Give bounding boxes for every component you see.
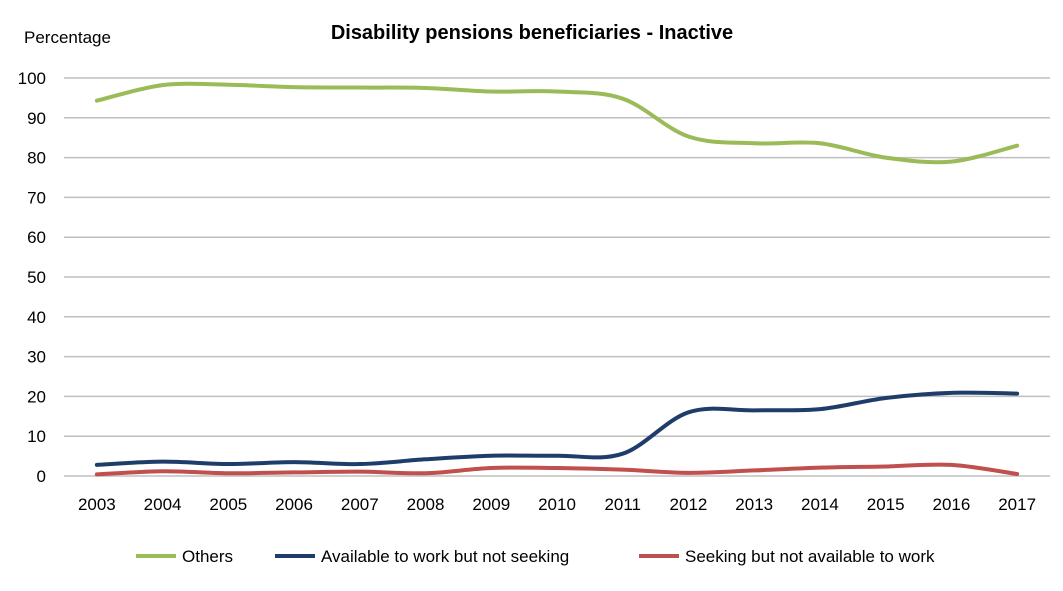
x-tick-label: 2004	[144, 495, 182, 514]
series-lines	[94, 81, 1020, 477]
series-line-2	[94, 462, 1020, 477]
y-tick-label: 50	[27, 268, 46, 287]
y-axis-label: Percentage	[24, 28, 111, 47]
x-tick-label: 2003	[78, 495, 116, 514]
x-tick-label: 2012	[670, 495, 708, 514]
x-tick-label: 2010	[538, 495, 576, 514]
y-tick-label: 30	[27, 348, 46, 367]
x-tick-label: 2006	[275, 495, 313, 514]
series-line-0	[94, 81, 1020, 165]
x-tick-label: 2014	[801, 495, 839, 514]
y-tick-label: 10	[27, 427, 46, 446]
x-tick-label: 2007	[341, 495, 379, 514]
x-tick-label: 2016	[932, 495, 970, 514]
x-tick-labels: 2003 2004 2005 2006 2007 2008 2009 2010 2011 2012…	[78, 495, 1036, 514]
y-tick-labels: 0 10 20 30 40 50 60 70 80 90 100	[18, 69, 46, 486]
x-tick-label: 2015	[867, 495, 905, 514]
y-tick-label: 20	[27, 387, 46, 406]
x-tick-label: 2011	[604, 495, 641, 514]
series-line-1	[94, 390, 1020, 467]
x-tick-label: 2013	[735, 495, 773, 514]
y-tick-label: 40	[27, 308, 46, 327]
x-tick-label: 2008	[407, 495, 445, 514]
y-tick-label: 100	[18, 69, 46, 88]
x-tick-label: 2005	[209, 495, 247, 514]
y-tick-label: 0	[37, 467, 46, 486]
gridlines	[64, 77, 1050, 477]
legend-label-2: Seeking but not available to work	[685, 547, 935, 566]
legend-label-1: Available to work but not seeking	[321, 547, 569, 566]
y-tick-label: 60	[27, 228, 46, 247]
y-tick-label: 80	[27, 149, 46, 168]
chart-title: Disability pensions beneficiaries - Inac…	[331, 22, 733, 44]
legend: Others Available to work but not seeking S…	[136, 547, 935, 566]
y-tick-label: 70	[27, 188, 46, 207]
x-tick-label: 2017	[998, 495, 1036, 514]
y-tick-label: 90	[27, 109, 46, 128]
legend-label-0: Others	[182, 547, 233, 566]
x-tick-label: 2009	[472, 495, 510, 514]
